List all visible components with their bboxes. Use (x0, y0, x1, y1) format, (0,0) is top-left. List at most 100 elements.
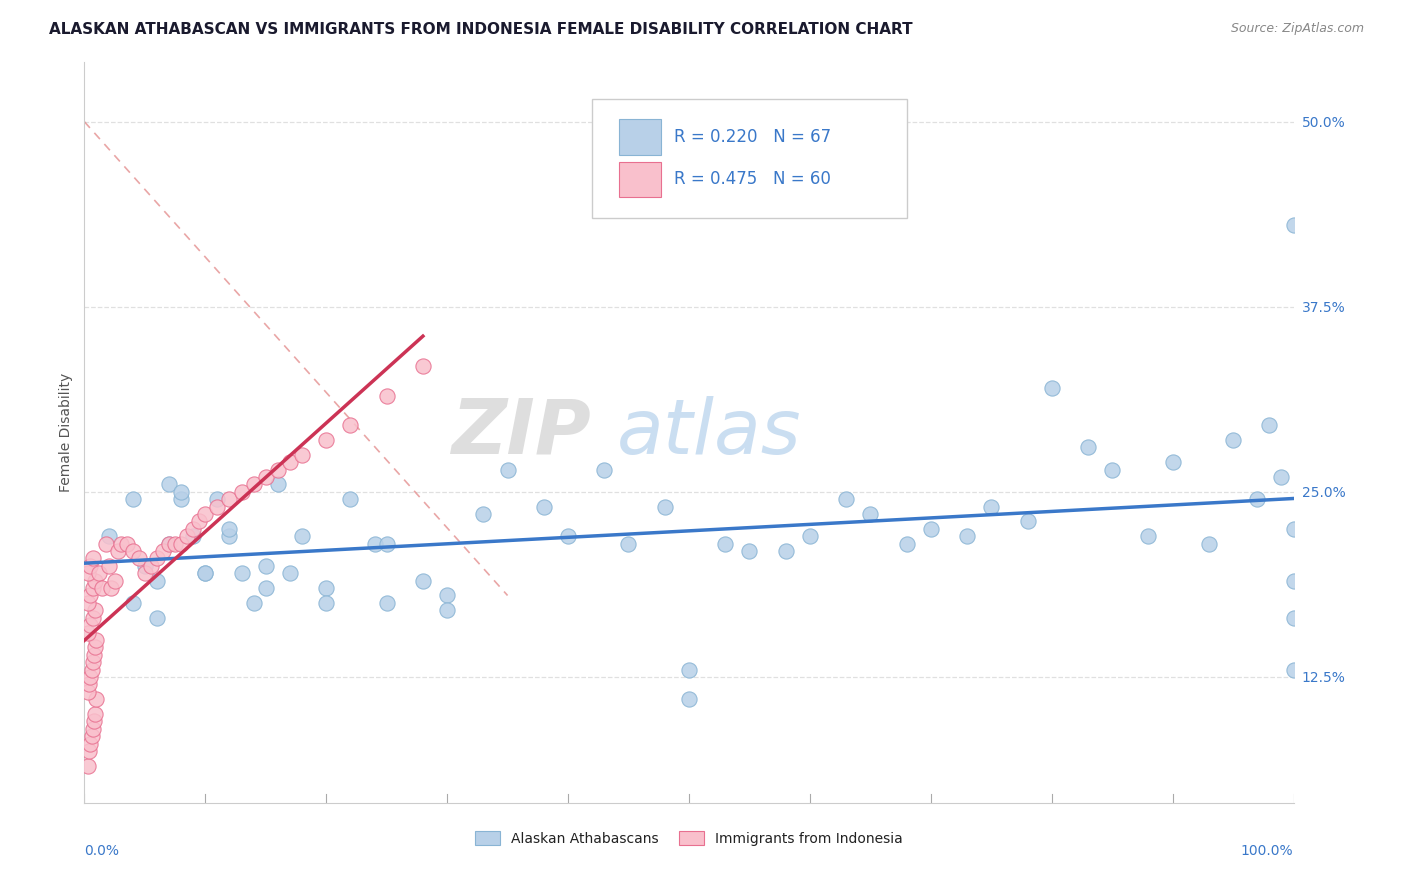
Text: atlas: atlas (616, 396, 801, 469)
Point (146, 574, 169, 588)
Point (121, 544, 143, 558)
Legend: Alaskan Athabascans, Immigrants from Indonesia: Alaskan Athabascans, Immigrants from Ind… (470, 825, 908, 851)
Point (896, 536, 918, 550)
Point (194, 566, 217, 581)
Point (678, 663, 700, 677)
Point (1222, 433, 1244, 447)
Point (557, 529, 579, 543)
Point (176, 529, 198, 543)
Point (472, 507, 495, 521)
Point (231, 484, 253, 499)
Point (82, 581, 104, 595)
Point (375, 596, 398, 610)
Text: 0.0%: 0.0% (84, 844, 120, 857)
Point (775, 544, 797, 558)
Point (97, 529, 120, 543)
Point (835, 492, 858, 507)
Point (194, 566, 217, 581)
Point (83, 648, 105, 662)
Point (315, 596, 337, 610)
Point (146, 610, 169, 624)
Point (77, 596, 100, 610)
Point (165, 536, 187, 550)
Point (80, 663, 103, 677)
Point (77, 685, 100, 699)
Point (77, 625, 100, 640)
Point (77, 677, 100, 691)
Point (339, 492, 361, 507)
Point (1270, 470, 1292, 484)
Point (678, 692, 700, 706)
Point (121, 492, 143, 507)
Point (231, 566, 253, 581)
Point (533, 500, 555, 514)
Point (1017, 515, 1039, 529)
FancyBboxPatch shape (592, 99, 907, 218)
Text: ALASKAN ATHABASCAN VS IMMIGRANTS FROM INDONESIA FEMALE DISABILITY CORRELATION CH: ALASKAN ATHABASCAN VS IMMIGRANTS FROM IN… (49, 22, 912, 37)
Point (218, 492, 240, 507)
Point (436, 603, 458, 617)
Point (980, 500, 1002, 514)
Point (1101, 462, 1123, 476)
Point (121, 596, 143, 610)
Point (1282, 663, 1305, 677)
Point (799, 529, 821, 543)
Point (1282, 219, 1305, 233)
Point (79, 670, 101, 684)
Point (77, 758, 100, 772)
Text: Source: ZipAtlas.com: Source: ZipAtlas.com (1230, 22, 1364, 36)
Point (242, 477, 264, 491)
Point (218, 522, 240, 536)
Point (254, 581, 277, 595)
Point (170, 484, 193, 499)
Point (291, 448, 314, 462)
Point (363, 536, 385, 550)
Point (207, 500, 229, 514)
Point (1077, 441, 1099, 455)
Point (315, 433, 337, 447)
Point (157, 477, 180, 491)
FancyBboxPatch shape (619, 161, 661, 197)
Point (82, 610, 104, 624)
Point (1137, 529, 1160, 543)
Point (128, 551, 150, 566)
Text: 100.0%: 100.0% (1241, 844, 1294, 857)
Point (115, 536, 138, 550)
Point (97, 558, 120, 573)
Point (1246, 492, 1268, 507)
Point (86, 692, 108, 706)
Point (207, 492, 229, 507)
Point (146, 551, 169, 566)
Point (84, 603, 107, 617)
Point (82, 551, 104, 566)
Point (412, 574, 434, 588)
Point (375, 536, 398, 550)
Point (82, 655, 104, 669)
Point (80, 729, 103, 743)
Point (956, 529, 979, 543)
Point (84, 706, 107, 721)
Point (267, 462, 290, 476)
Point (181, 522, 204, 536)
Point (859, 507, 882, 521)
Point (157, 536, 180, 550)
Point (1161, 455, 1184, 469)
Point (139, 558, 162, 573)
Point (278, 566, 301, 581)
Point (339, 418, 361, 433)
Point (412, 359, 434, 373)
Point (436, 589, 458, 603)
Point (170, 492, 193, 507)
Point (496, 462, 519, 476)
Point (218, 529, 240, 543)
Point (1282, 522, 1305, 536)
Point (291, 529, 314, 543)
Point (91, 581, 114, 595)
Point (87, 566, 110, 581)
Point (84, 640, 107, 655)
Point (242, 596, 264, 610)
Point (654, 500, 676, 514)
Point (315, 581, 337, 595)
Point (79, 618, 101, 632)
Point (152, 544, 174, 558)
